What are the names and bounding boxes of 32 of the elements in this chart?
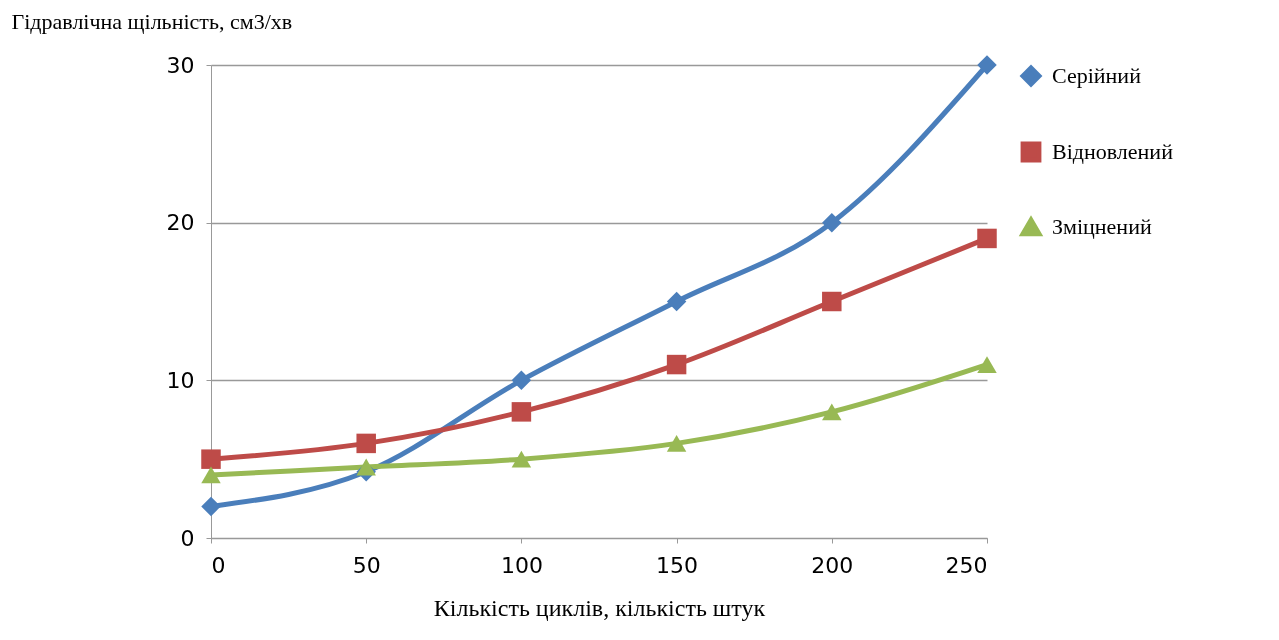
y-tick-label: 30 <box>166 52 195 78</box>
point <box>511 450 532 468</box>
legend-label: Відновлений <box>1052 139 1174 164</box>
point <box>977 356 997 374</box>
point <box>511 402 532 422</box>
point <box>977 228 997 249</box>
y-tick-label: 10 <box>166 367 195 393</box>
point <box>356 458 376 476</box>
point <box>201 449 221 469</box>
point <box>822 291 842 312</box>
legend-label: Зміцнений <box>1052 214 1152 239</box>
x-axis-title: Кількість циклів, кількість штук <box>433 594 766 621</box>
x-tick-label: 150 <box>656 552 699 578</box>
y-tick-label: 0 <box>180 525 195 551</box>
point <box>511 370 532 391</box>
point <box>201 466 221 484</box>
x-tick-label: 250 <box>945 552 988 578</box>
y-axis-title: Гідравлічна щільність, см3/хв <box>11 8 293 34</box>
point <box>977 55 997 75</box>
point <box>356 433 376 454</box>
y-tick-label: 20 <box>166 210 195 236</box>
x-tick-label: 0 <box>211 552 226 578</box>
point <box>822 403 842 421</box>
point <box>822 212 842 233</box>
point <box>201 496 221 517</box>
x-tick-label: 200 <box>811 552 854 578</box>
point <box>666 434 687 452</box>
point <box>666 291 687 312</box>
x-tick-label: 100 <box>500 552 543 578</box>
x-tick-label: 50 <box>352 552 381 578</box>
legend-label: Серійний <box>1052 63 1142 88</box>
point <box>666 354 687 375</box>
